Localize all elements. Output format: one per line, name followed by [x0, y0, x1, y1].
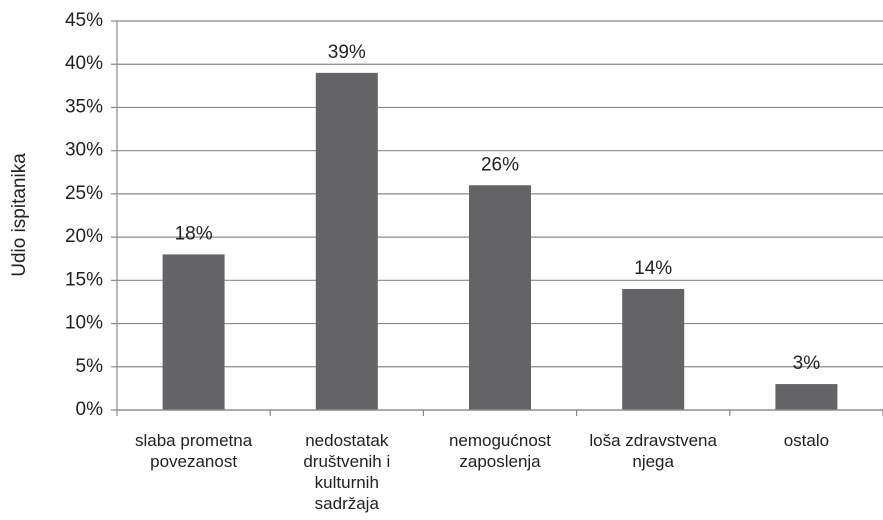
x-tick-label: ostalo — [783, 431, 830, 450]
value-label: 3% — [793, 353, 821, 374]
x-tick-label: nemogućnost zaposlenja — [448, 431, 552, 471]
y-tick-label: 0% — [76, 399, 104, 420]
y-tick-label: 35% — [65, 96, 103, 117]
y-axis-label: Udio ispitanika — [9, 153, 30, 277]
bar — [775, 384, 838, 410]
y-tick-label: 40% — [65, 53, 103, 74]
bar — [622, 288, 685, 410]
x-tick-label: slaba prometna povezanost — [135, 431, 253, 471]
x-tick-label: loša zdravstvena njega — [589, 431, 717, 471]
x-tick-label: nedostatak društvenih i kulturnih sadrža… — [303, 431, 391, 513]
bar — [315, 72, 378, 410]
value-label: 26% — [481, 154, 519, 175]
y-tick-label: 45% — [65, 10, 103, 31]
bar — [162, 254, 225, 410]
bar — [469, 185, 531, 410]
y-tick-label: 25% — [65, 183, 103, 204]
y-tick-label: 20% — [65, 226, 103, 247]
value-label: 39% — [328, 42, 366, 63]
y-tick-label: 30% — [65, 140, 103, 161]
y-tick-label: 15% — [65, 269, 103, 290]
y-tick-label: 10% — [65, 313, 103, 334]
y-tick-label: 5% — [76, 356, 104, 377]
value-label: 18% — [175, 223, 213, 244]
value-label: 14% — [634, 258, 672, 279]
